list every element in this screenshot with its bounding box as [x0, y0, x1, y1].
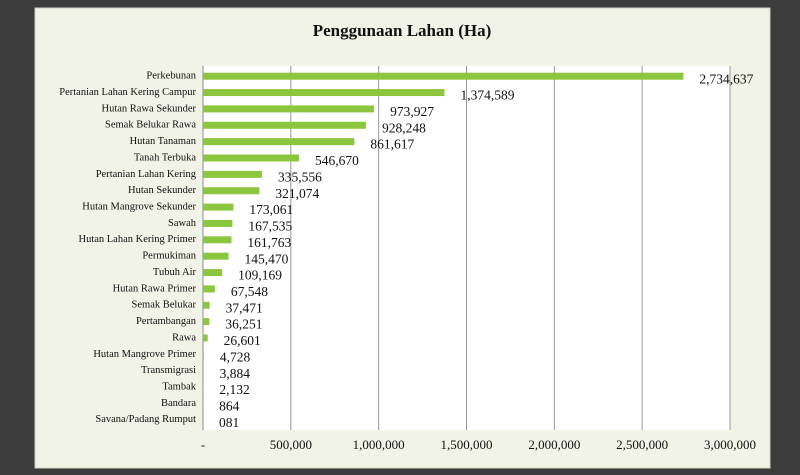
value-label: 861,617 [370, 137, 414, 152]
value-label: 109,169 [238, 268, 282, 283]
x-tick-label: 500,000 [270, 437, 312, 452]
bar [203, 350, 204, 358]
value-label: 1,374,589 [460, 88, 514, 103]
value-label: 161,763 [247, 235, 291, 250]
bar [203, 154, 300, 162]
y-tick-label: Hutan Sekunder [128, 185, 196, 196]
y-tick-label: Hutan Mangrove Primer [93, 349, 196, 360]
bar [203, 301, 210, 309]
value-label: 145,470 [245, 251, 289, 266]
bar [203, 72, 684, 80]
value-label: 36,251 [225, 317, 262, 332]
bar [203, 252, 229, 260]
value-label: 2,734,637 [699, 71, 753, 86]
value-label: 37,471 [226, 300, 263, 315]
value-label: 2,132 [219, 382, 249, 397]
y-tick-label: Semak Belukar Rawa [105, 120, 196, 131]
value-label: 173,061 [249, 202, 293, 217]
value-label: 3,884 [220, 366, 251, 381]
y-tick-label: Rawa [172, 332, 196, 343]
y-tick-label: Perkebunan [146, 71, 196, 82]
bar [203, 285, 215, 293]
bar [203, 219, 233, 227]
y-tick-label: Tubuh Air [153, 267, 197, 278]
value-label: 973,927 [390, 104, 434, 119]
x-tick-label: 3,000,000 [704, 437, 756, 452]
y-tick-label: Hutan Mangrove Sekunder [82, 201, 196, 212]
y-tick-label: Tanah Terbuka [134, 152, 197, 163]
value-label: 081 [219, 415, 239, 430]
y-tick-label: Pertanian Lahan Kering [96, 169, 197, 180]
y-tick-label: Transmigrasi [141, 365, 196, 376]
value-label: 928,248 [382, 120, 426, 135]
bar [203, 105, 375, 113]
y-tick-label: Savana/Padang Rumput [95, 414, 196, 425]
y-tick-label: Hutan Lahan Kering Primer [78, 234, 196, 245]
y-tick-label: Tambak [162, 381, 196, 392]
bar [203, 138, 355, 146]
value-label: 864 [219, 399, 240, 414]
value-label: 546,670 [315, 153, 359, 168]
bar [203, 334, 208, 342]
y-tick-label: Semak Belukar [132, 300, 197, 311]
x-tick-label: 1,500,000 [441, 437, 493, 452]
chart-title: Penggunaan Lahan (Ha) [313, 21, 492, 40]
y-tick-label: Hutan Rawa Sekunder [102, 103, 197, 114]
y-tick-label: Hutan Tanaman [130, 136, 197, 147]
y-tick-label: Hutan Rawa Primer [113, 283, 197, 294]
bar [203, 269, 223, 277]
value-label: 67,548 [231, 284, 268, 299]
bar [203, 318, 210, 326]
y-tick-label: Pertanian Lahan Kering Campur [59, 87, 196, 98]
y-tick-label: Sawah [168, 218, 197, 229]
y-tick-label: Bandara [161, 398, 196, 409]
bar [203, 203, 234, 211]
value-label: 167,535 [248, 219, 292, 234]
x-tick-label: 1,000,000 [353, 437, 405, 452]
bar [203, 187, 260, 195]
x-tick-label: - [201, 437, 205, 452]
value-label: 26,601 [224, 333, 261, 348]
y-tick-label: Permukiman [142, 251, 196, 262]
bar [203, 121, 367, 129]
x-tick-label: 2,500,000 [616, 437, 668, 452]
bar [203, 170, 262, 178]
value-label: 335,556 [278, 169, 322, 184]
value-label: 321,074 [275, 186, 319, 201]
bar [203, 89, 445, 97]
bar [203, 367, 204, 375]
x-tick-label: 2,000,000 [528, 437, 580, 452]
bar [203, 236, 232, 244]
value-label: 4,728 [220, 349, 251, 364]
y-tick-label: Pertambangan [136, 316, 197, 327]
